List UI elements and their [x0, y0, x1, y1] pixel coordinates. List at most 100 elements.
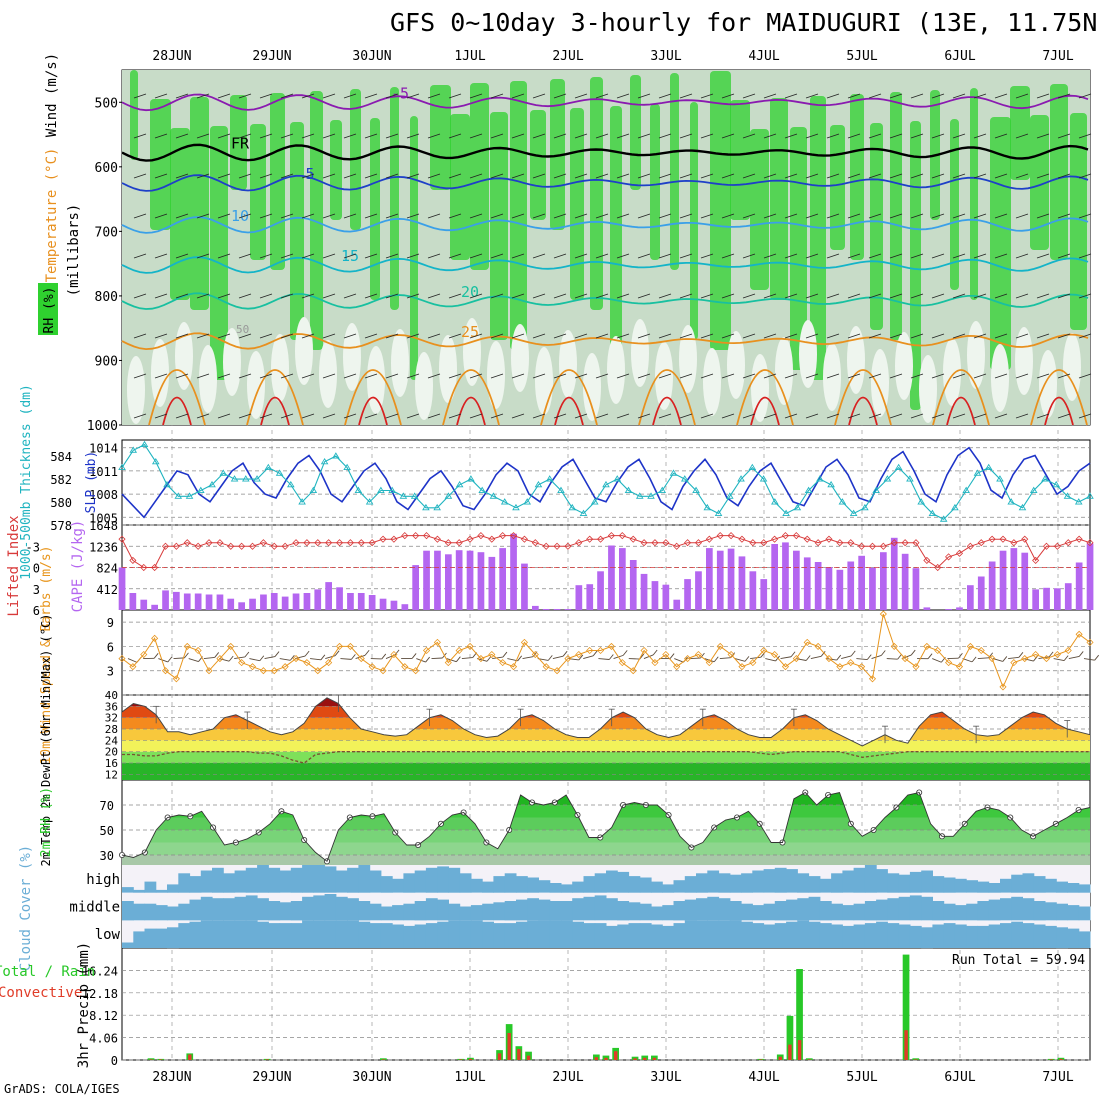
cloud-cell	[482, 881, 494, 893]
cloud-cell	[561, 901, 573, 921]
wind-barb	[868, 213, 882, 219]
li-point	[607, 532, 616, 540]
thickness-point	[816, 475, 824, 482]
wind-barb	[994, 93, 1008, 99]
cloud-cell	[921, 870, 933, 893]
wind-barb	[406, 253, 420, 259]
wind-barb	[343, 373, 357, 379]
cloud-cell	[133, 931, 146, 948]
cloud-cell	[1078, 906, 1091, 921]
wind-barb	[340, 658, 352, 660]
wind-barb-flag	[850, 650, 856, 657]
pressure-axis-label: (millibars)	[66, 204, 82, 297]
wind-barb	[973, 133, 987, 139]
date-tick-top: 7JUL	[1042, 49, 1073, 64]
rh-band	[122, 780, 1090, 793]
wind-barb-flag	[910, 649, 916, 656]
rh-low-patch	[271, 334, 289, 402]
cloud-cell	[572, 921, 584, 948]
precip-convective-bar	[265, 1059, 269, 1060]
wind-barb	[364, 413, 378, 419]
precip-total-bar	[786, 1015, 794, 1060]
cloud-cell	[651, 906, 663, 921]
wind-barb	[1015, 333, 1029, 339]
cape-bar	[912, 568, 920, 610]
cloud-cell	[122, 942, 134, 948]
thickness-point	[613, 475, 622, 482]
li-point	[999, 535, 1007, 543]
wind-speed-point	[879, 610, 887, 618]
cape-tick-label: 824	[96, 562, 118, 576]
cloud-cell	[729, 901, 742, 921]
rh-contour-label: 50	[236, 323, 249, 336]
cloud-cell	[369, 870, 382, 893]
wind-barb	[553, 93, 567, 99]
wind-barb	[175, 173, 189, 179]
cloud-cell	[763, 903, 776, 921]
wind-barb	[1078, 373, 1092, 379]
cloud-cell	[639, 923, 652, 948]
wind-barb	[994, 173, 1008, 179]
cape-bar	[216, 594, 224, 610]
isotherm-30-line	[1030, 369, 1088, 426]
cloud-cell	[178, 873, 191, 893]
wind-barb	[1078, 253, 1092, 259]
thickness-point	[996, 475, 1004, 482]
wind-barb	[154, 253, 168, 259]
wind-barb	[301, 213, 315, 219]
wind-barb	[301, 253, 315, 259]
date-tick-top: 5JUL	[846, 49, 877, 64]
rh-band	[122, 792, 1090, 805]
wind-barb	[847, 133, 861, 139]
wind-barb	[1057, 253, 1071, 259]
wind-barb	[1057, 213, 1071, 219]
li-point	[379, 535, 387, 543]
wind-barb	[469, 213, 483, 219]
cloud-cell	[662, 925, 675, 948]
cape-bar	[325, 582, 332, 610]
wind-barb	[322, 133, 336, 139]
li-point	[216, 539, 224, 547]
rh-tick-label: 50	[100, 824, 114, 838]
rh-high-patch	[770, 98, 788, 300]
rh-legend-swatch	[38, 283, 58, 335]
wind-barb	[637, 333, 651, 339]
thickness-point	[692, 486, 700, 493]
wind-barb	[784, 413, 798, 419]
dewpoint-line	[122, 751, 1090, 764]
wind-barb	[325, 655, 336, 660]
wind-barb	[280, 333, 294, 339]
wind-barb	[931, 293, 945, 299]
cloud-cell	[414, 870, 427, 893]
wind-barb	[932, 658, 942, 663]
wind-barb	[658, 173, 672, 179]
cape-bar	[803, 557, 811, 610]
cloud-cell	[864, 901, 877, 921]
wind-barb	[574, 213, 588, 219]
wind-barb	[259, 293, 273, 299]
wind-barb	[679, 373, 693, 379]
wind-barb	[643, 654, 654, 659]
temp-tick-label: 20	[105, 746, 118, 759]
cape-bar	[401, 604, 409, 610]
cloud-cell	[155, 928, 168, 948]
wind-barb-flag	[652, 649, 658, 656]
cloud-cell	[178, 903, 191, 921]
cloud-cell	[831, 903, 843, 921]
rh-low-patch	[535, 347, 553, 415]
rh-low-patch	[391, 329, 409, 397]
cape-bar	[847, 561, 855, 610]
wind-speed-point	[151, 634, 159, 642]
rh-line	[121, 791, 1091, 863]
wind-barb	[259, 213, 273, 219]
date-tick-bottom: 1JUL	[454, 1070, 485, 1085]
cape-bar	[880, 552, 887, 610]
cape-bar	[793, 550, 800, 610]
wind-barb	[868, 293, 882, 299]
temp-band	[122, 763, 1090, 780]
wind-speed-point	[183, 642, 191, 650]
cloud-cell	[549, 883, 562, 893]
wind-barb	[805, 93, 819, 99]
wind-barb	[385, 133, 399, 139]
rh-high-patch	[1070, 113, 1087, 330]
